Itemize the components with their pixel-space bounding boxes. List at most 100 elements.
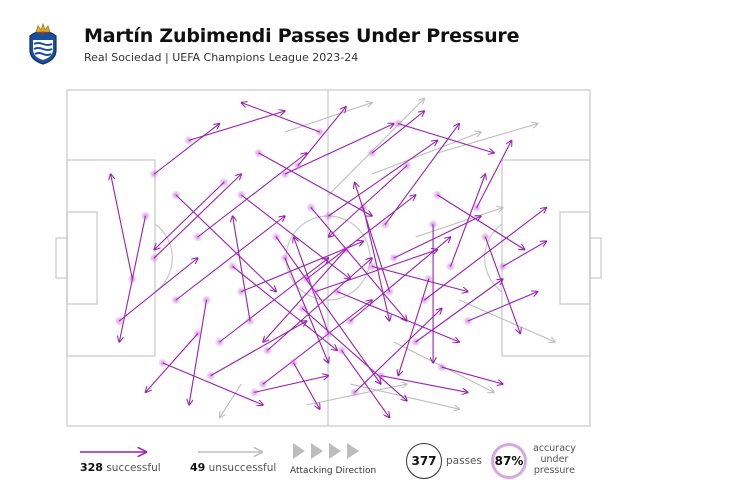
successful-pass-24 [337, 291, 459, 342]
successful-pass-origin-44 [349, 387, 360, 398]
successful-pass-origin-14 [127, 274, 138, 284]
successful-pass-origin-45 [393, 118, 404, 129]
successful-pass-origin-26 [375, 370, 386, 381]
unsuccessful-pass-7 [459, 299, 555, 342]
successful-pass-59 [315, 250, 437, 293]
successful-pass-origin-4 [236, 190, 247, 200]
successful-pass-0 [153, 174, 241, 259]
successful-pass-17 [188, 111, 285, 141]
successful-pass-14 [111, 174, 133, 280]
successful-pass-43 [310, 207, 407, 321]
unsuccessful-pass-9 [306, 384, 407, 406]
successful-pass-54 [297, 107, 346, 166]
successful-pass-origin-48 [236, 286, 247, 297]
successful-pass-37 [263, 249, 347, 342]
unsuccessful-passes [220, 98, 556, 417]
successful-pass-origin-8 [323, 211, 334, 221]
successful-pass-11 [393, 216, 481, 259]
successful-pass-52 [145, 333, 199, 393]
successful-pass-44 [354, 308, 442, 393]
successful-pass-origin-5 [258, 379, 269, 389]
successful-pass-origin-59 [310, 286, 321, 297]
successful-pass-origin-15 [140, 211, 151, 221]
successful-pass-30 [467, 292, 538, 322]
successful-pass-origin-6 [279, 169, 290, 179]
successful-pass-origin-43 [306, 202, 317, 213]
successful-pass-42 [267, 258, 372, 351]
unsuccessful-pass-5 [437, 124, 537, 154]
successful-pass-16 [162, 362, 263, 405]
successful-pass-origin-56 [380, 219, 391, 230]
successful-pass-origin-37 [340, 244, 351, 255]
successful-pass-origin-27 [401, 160, 412, 171]
successful-pass-origin-47 [471, 202, 482, 213]
successful-pass-32 [502, 241, 547, 267]
successful-pass-34 [210, 321, 307, 377]
successful-pass-origin-55 [336, 345, 347, 356]
successful-pass-origin-36 [297, 303, 308, 314]
successful-pass-origin-40 [114, 316, 125, 326]
legend [80, 443, 359, 459]
successful-pass-origin-53 [149, 169, 160, 179]
successful-pass-22 [293, 362, 320, 409]
successful-pass-origin-9 [345, 316, 356, 326]
successful-pass-origin-29 [445, 261, 456, 272]
accuracy-label-line-2: under [540, 454, 569, 465]
unsuccessful-pass-3 [284, 103, 372, 133]
successful-pass-51 [371, 265, 468, 291]
successful-pass-origin-42 [262, 345, 273, 356]
passes-count: 377 [411, 454, 437, 468]
accuracy-label-line-1: accuracy [533, 443, 576, 454]
accuracy-label-line-3: pressure [533, 465, 575, 476]
successful-pass-3 [219, 258, 329, 343]
unsuccessful-pass-4 [393, 341, 494, 392]
successful-pass-origin-58 [249, 387, 260, 398]
successful-pass-38 [355, 182, 391, 292]
unsuccessful-pass-8 [328, 98, 425, 196]
successful-label: successful [106, 462, 161, 474]
successful-pass-18 [189, 299, 208, 405]
successful-pass-26 [380, 375, 468, 393]
successful-pass-5 [262, 300, 372, 385]
successful-pass-origin-34 [205, 370, 216, 381]
successful-pass-13 [437, 194, 524, 250]
successful-pass-origin-0 [149, 253, 160, 263]
successful-pass-10 [371, 111, 424, 154]
successful-pass-35 [258, 152, 372, 216]
successful-pass-origin-35 [253, 148, 264, 158]
successful-pass-origin-30 [462, 316, 473, 326]
successful-pass-45 [398, 123, 494, 153]
successful-pass-33 [175, 194, 276, 292]
successful-pass-2 [197, 153, 307, 238]
unsuccessful-pass-0 [371, 132, 481, 175]
successful-pass-36 [301, 307, 407, 400]
successful-pass-50 [294, 237, 330, 334]
successful-pass-1 [175, 216, 285, 301]
successful-pass-origin-50 [323, 328, 334, 339]
unsuccessful-pass-2 [350, 383, 459, 409]
successful-pass-7 [306, 195, 416, 280]
successful-pass-origin-17 [184, 135, 195, 146]
legend-unsuccessful: 49 unsuccessful [190, 461, 276, 474]
accuracy-badge: 87% [491, 443, 527, 479]
successful-pass-origin-13 [432, 190, 443, 200]
successful-pass-19 [232, 265, 338, 350]
successful-pass-20 [233, 216, 251, 322]
successful-pass-origin-18 [201, 295, 212, 305]
successful-pass-origin-3 [214, 337, 225, 347]
successful-pass-origin-32 [497, 261, 508, 272]
successful-pass-56 [384, 124, 459, 225]
successful-pass-origin-23 [314, 127, 325, 137]
unsuccessful-pass-6 [220, 383, 242, 418]
successful-pass-origin-41 [218, 177, 229, 188]
successful-pass-origin-16 [157, 358, 168, 368]
successful-pass-9 [349, 237, 450, 322]
successful-pass-origin-33 [170, 190, 181, 200]
real-sociedad-crest-icon [29, 22, 57, 65]
successful-pass-origin-22 [288, 358, 299, 368]
successful-pass-4 [240, 194, 350, 279]
successful-pass-origin-39 [428, 219, 439, 230]
successful-pass-origin-46 [436, 362, 447, 373]
successful-pass-55 [341, 350, 390, 417]
